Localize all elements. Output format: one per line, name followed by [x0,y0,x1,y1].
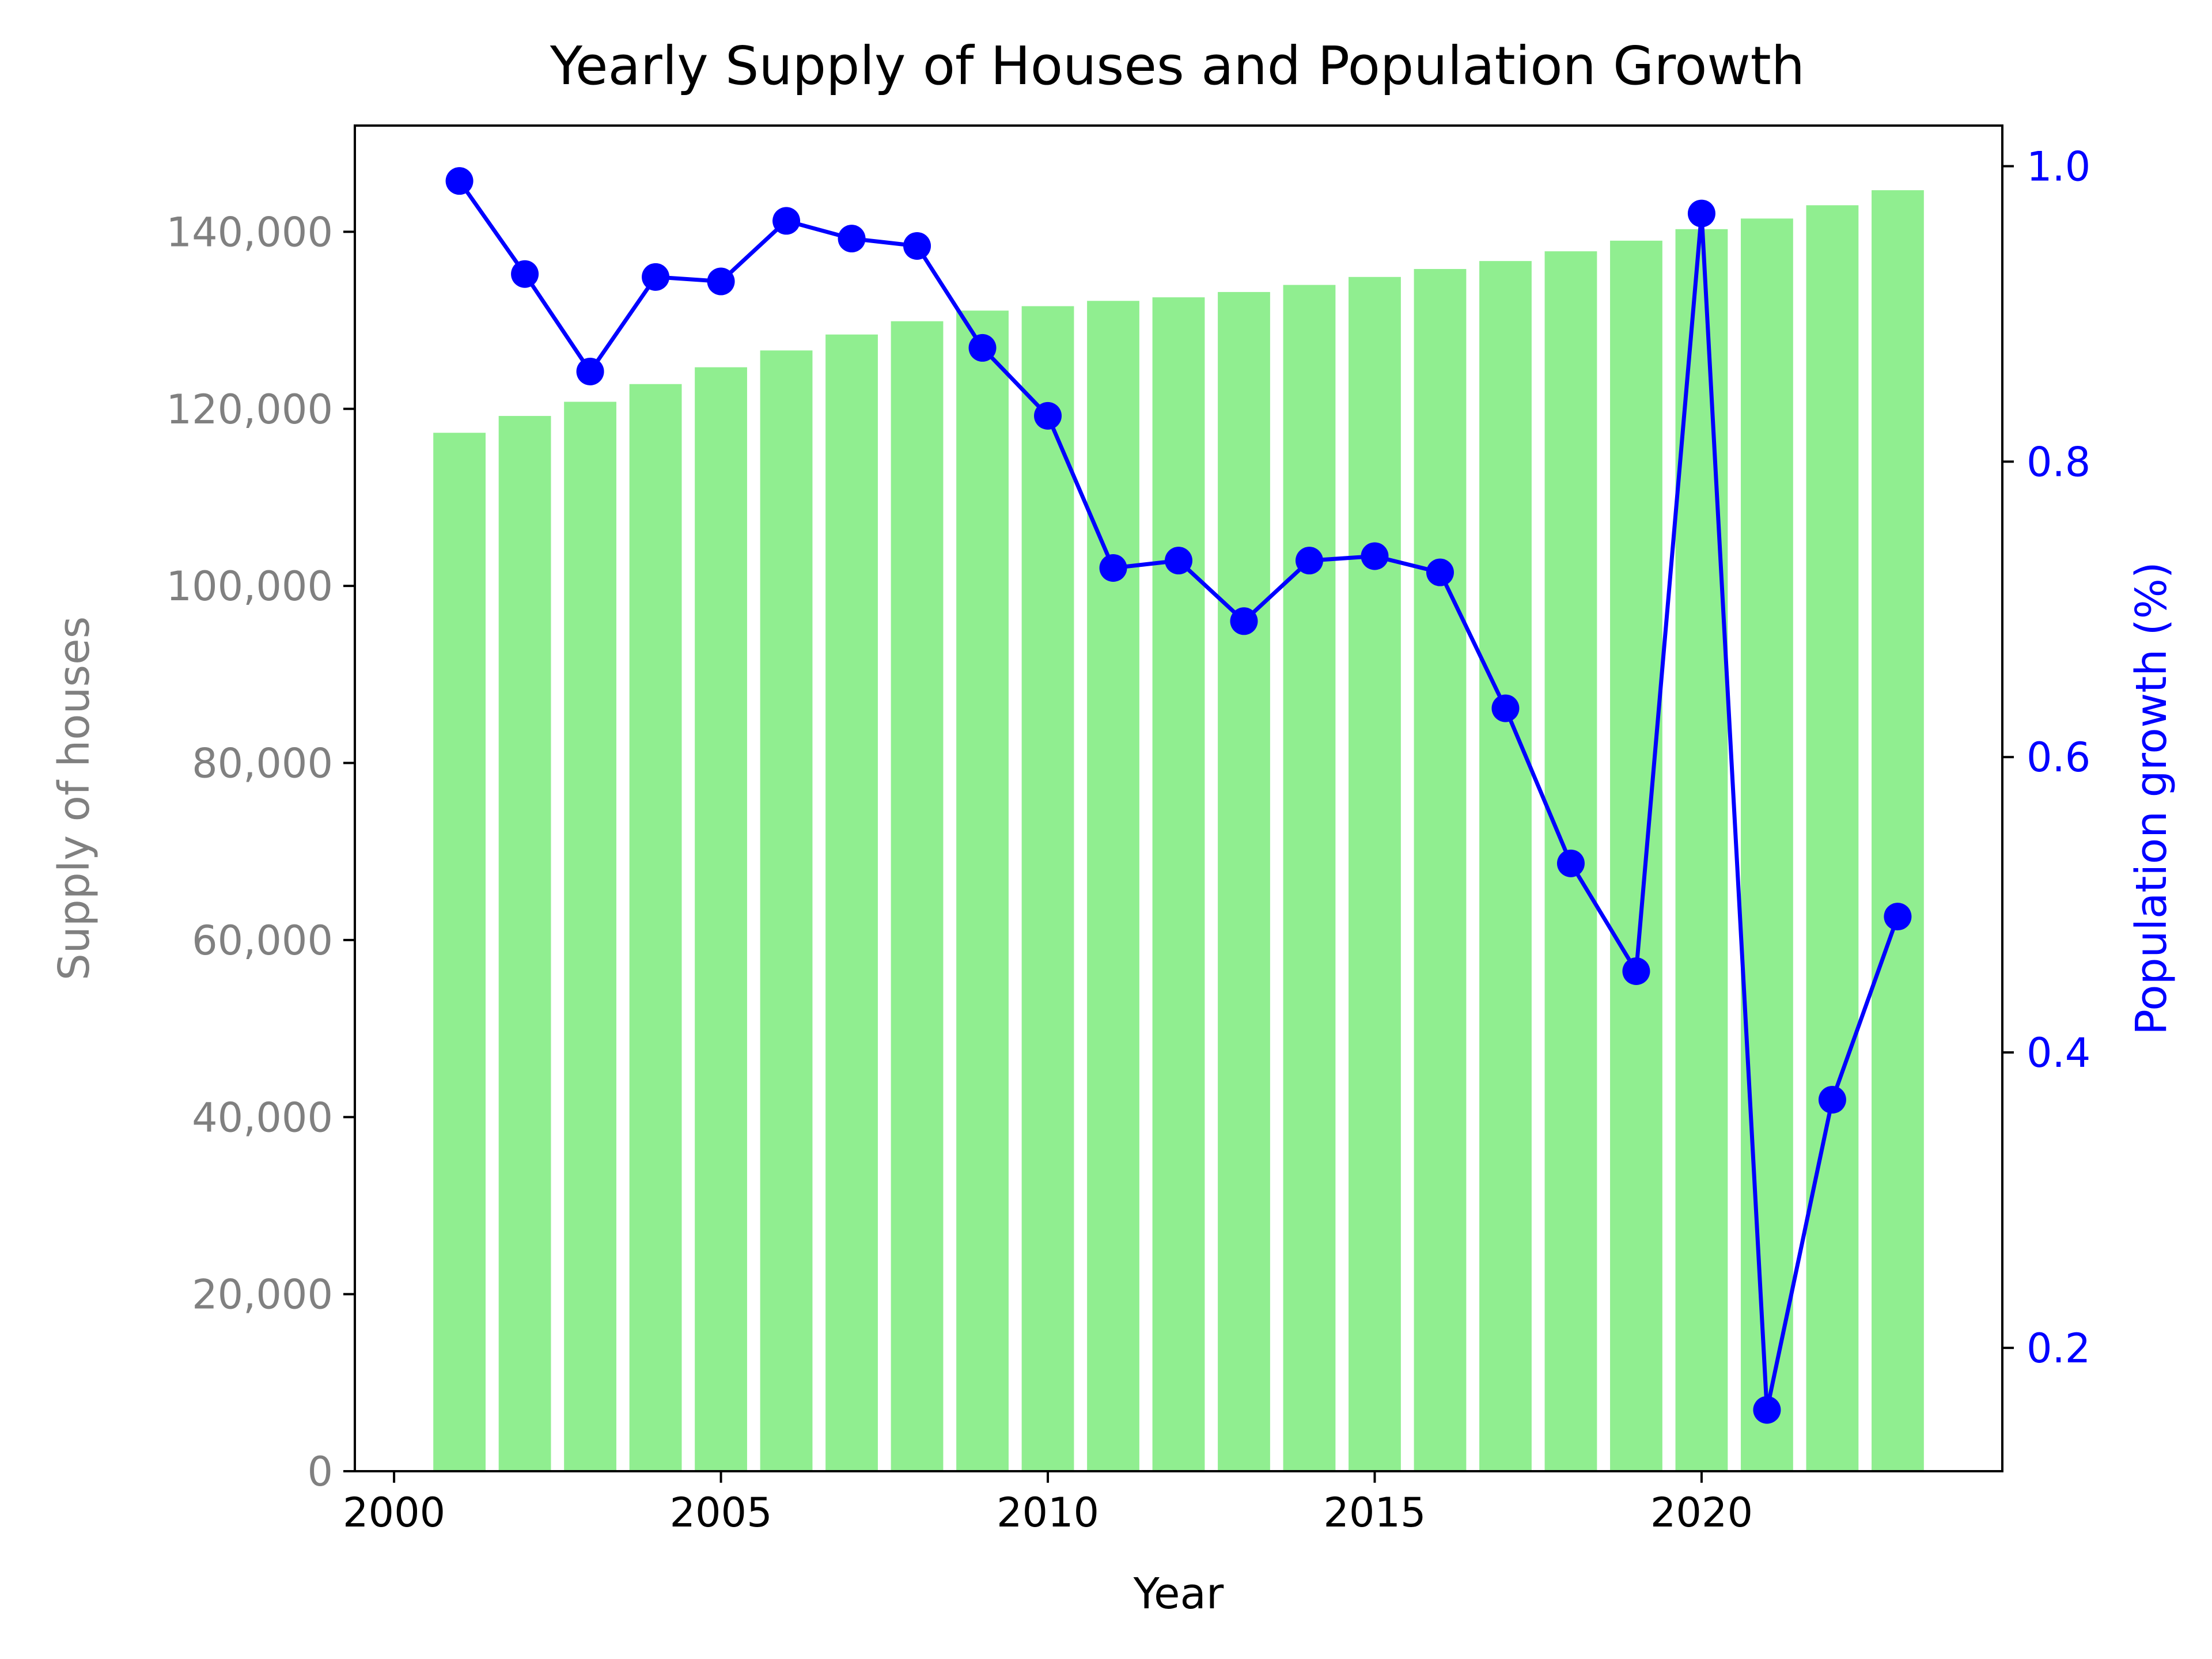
y-left-tick-label-120000: 120,000 [166,386,333,433]
x-tick-label-2010: 2010 [997,1489,1099,1536]
x-axis: 2000 2005 2010 2015 2020 [343,1471,1753,1536]
y-right-tick-label-0.2: 0.2 [2027,1325,2090,1372]
line-point-2019 [1622,957,1650,986]
bar-2019 [1610,240,1662,1471]
bar-2001 [433,433,486,1472]
y-left-tick-label-0: 0 [307,1448,333,1495]
bar-2006 [760,350,813,1471]
bar-2008 [891,321,944,1471]
y-axis-right: 0.2 0.4 0.6 0.8 1.0 [2002,143,2090,1372]
line-point-2021 [1753,1396,1781,1424]
bar-2003 [564,402,616,1471]
bar-2014 [1283,285,1336,1471]
y-right-tick-label-0.8: 0.8 [2027,438,2090,486]
x-tick-label-2005: 2005 [669,1489,772,1536]
bar-2009 [956,310,1009,1472]
y-right-tick-label-1.0: 1.0 [2027,143,2090,191]
bar-2011 [1087,301,1139,1472]
line-series [445,167,1912,1424]
bar-2004 [629,384,682,1472]
plot-frame [354,124,2003,1472]
line-point-2014 [1295,547,1323,575]
x-axis-label: Year [1133,1569,1224,1619]
y-left-tick-label-20000: 20,000 [192,1271,333,1319]
y-left-tick-label-140000: 140,000 [166,209,333,256]
line-point-2015 [1361,542,1389,570]
y-left-tick-label-40000: 40,000 [192,1094,333,1141]
line-point-2005 [707,267,735,296]
line-point-2022 [1818,1086,1846,1114]
line-point-2008 [903,232,931,260]
y-axis-left: 0 20,000 40,000 60,000 80,000 100,000 120,000 1… [166,209,355,1495]
line-point-2020 [1687,199,1715,228]
bar-2023 [1872,190,1924,1472]
line-point-2023 [1884,903,1912,931]
bar-2016 [1414,268,1467,1471]
line-point-2017 [1491,694,1520,722]
bar-2002 [498,416,551,1471]
line-point-2004 [642,263,670,291]
line-point-2013 [1230,607,1258,635]
y-right-tick-label-0.4: 0.4 [2027,1029,2090,1077]
bar-2010 [1021,306,1074,1471]
line-point-2001 [445,167,474,195]
bar-2013 [1218,291,1270,1472]
bar-2012 [1152,297,1205,1471]
bar-2015 [1349,276,1401,1471]
line-point-2012 [1165,547,1192,575]
line-point-2010 [1034,402,1062,430]
line-point-2007 [838,225,866,253]
line-point-2011 [1099,554,1127,582]
bar-2017 [1479,261,1532,1472]
bar-2007 [825,334,878,1471]
x-tick-label-2015: 2015 [1323,1489,1426,1536]
bar-2022 [1806,205,1859,1471]
x-tick-label-2020: 2020 [1650,1489,1753,1536]
y-left-tick-label-100000: 100,000 [166,563,333,610]
bar-2005 [695,367,747,1472]
line-point-2016 [1426,558,1454,586]
x-tick-label-2000: 2000 [343,1489,445,1536]
y-left-tick-label-80000: 80,000 [192,740,333,787]
line-point-2009 [968,334,997,362]
line-point-2003 [576,357,604,385]
chart-title: Yearly Supply of Houses and Population G… [550,35,1805,97]
line-point-2018 [1556,849,1585,877]
y-right-tick-label-0.6: 0.6 [2027,734,2090,781]
bar-2021 [1741,218,1793,1471]
line-point-2006 [772,207,801,235]
line-point-2002 [511,260,539,288]
y-axis-right-label: Population growth (%) [2127,562,2176,1035]
y-left-tick-label-60000: 60,000 [192,917,333,964]
y-axis-left-label: Supply of houses [50,616,99,980]
